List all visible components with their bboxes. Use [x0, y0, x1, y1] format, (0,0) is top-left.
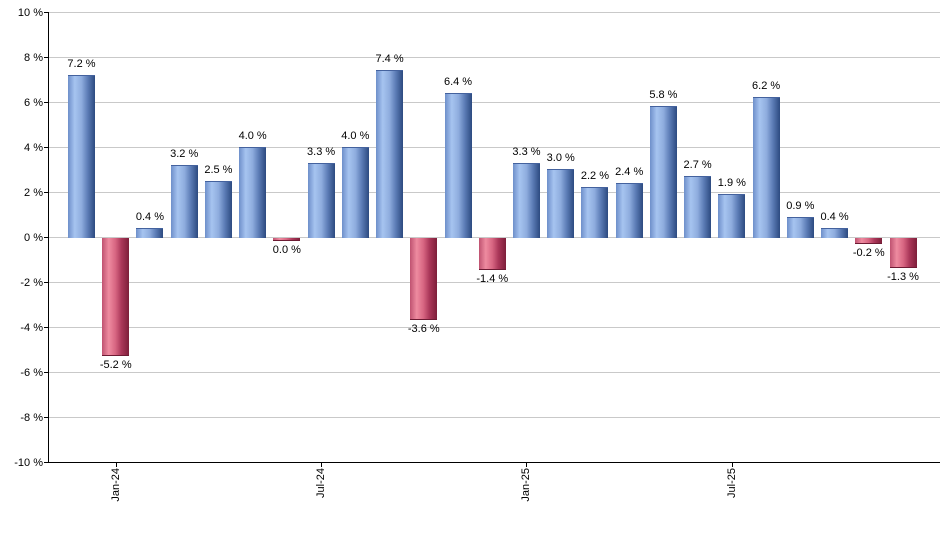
- y-axis-tick-label: -10 %: [14, 456, 43, 469]
- y-axis-tick: [44, 282, 48, 283]
- bar-value-label: -0.2 %: [852, 247, 885, 259]
- bar-aug-25[interactable]: [752, 97, 780, 238]
- bar-value-label: 4.0 %: [238, 130, 267, 142]
- gridline: [48, 102, 940, 103]
- bar-value-label: 6.2 %: [752, 80, 781, 92]
- bar-value-label: 7.4 %: [375, 53, 404, 65]
- x-axis-tick: [526, 462, 528, 467]
- bar-value-label: -1.3 %: [887, 271, 919, 283]
- bar-nov-24[interactable]: [444, 93, 472, 238]
- bar-dec-25[interactable]: [889, 238, 917, 268]
- bar-feb-24[interactable]: [136, 228, 164, 238]
- bar-jul-24[interactable]: [307, 163, 335, 238]
- y-axis-tick-label: -8 %: [20, 411, 43, 424]
- bar-value-label: 3.3 %: [512, 146, 541, 158]
- bar-dec-24[interactable]: [478, 238, 506, 270]
- gridline: [48, 237, 940, 238]
- bar-aug-24[interactable]: [341, 147, 369, 238]
- y-axis-tick: [44, 417, 48, 418]
- bar-sep-25[interactable]: [786, 217, 814, 238]
- bar-jan-25[interactable]: [512, 163, 540, 238]
- y-axis-tick-label: 0 %: [24, 231, 43, 244]
- gridline: [48, 192, 940, 193]
- y-axis-line: [48, 12, 49, 463]
- bar-mar-24[interactable]: [170, 165, 198, 238]
- bar-value-label: 5.8 %: [649, 89, 678, 101]
- bar-jul-25[interactable]: [718, 194, 746, 238]
- y-axis-tick-label: -2 %: [20, 276, 43, 289]
- bar-jun-25[interactable]: [684, 176, 712, 238]
- gridline: [48, 147, 940, 148]
- x-axis-tick: [115, 462, 117, 467]
- gridline: [48, 57, 940, 58]
- bar-apr-24[interactable]: [204, 181, 232, 238]
- y-axis-tick-label: -6 %: [20, 366, 43, 379]
- gridline: [48, 282, 940, 283]
- y-axis-tick-label: 2 %: [24, 186, 43, 199]
- bar-value-label: 3.2 %: [170, 148, 199, 160]
- bar-mar-25[interactable]: [581, 187, 609, 238]
- bar-apr-25[interactable]: [615, 183, 643, 238]
- y-axis-tick: [44, 57, 48, 58]
- bar-value-label: 2.5 %: [204, 164, 233, 176]
- bar-value-label: 0.4 %: [135, 211, 165, 223]
- bar-oct-25[interactable]: [821, 228, 849, 238]
- bar-dec-23[interactable]: [68, 75, 95, 238]
- x-axis-tick-label: Jan-25: [520, 468, 533, 502]
- gridline: [48, 417, 940, 418]
- gridline: [48, 372, 940, 373]
- bar-may-24[interactable]: [239, 147, 267, 238]
- x-axis-tick-label: Jul-25: [725, 468, 738, 498]
- gridline: [48, 327, 940, 328]
- bar-value-label: -1.4 %: [476, 273, 509, 285]
- x-axis-tick: [731, 462, 733, 467]
- x-axis-tick-label: Jul-24: [315, 468, 328, 498]
- gridline: [48, 12, 940, 13]
- y-axis-tick-label: 8 %: [24, 51, 43, 64]
- bar-value-label: -5.2 %: [99, 359, 132, 371]
- x-axis-tick-label: Jan-24: [109, 468, 122, 502]
- y-axis-tick: [44, 102, 48, 103]
- bar-value-label: 3.3 %: [307, 146, 336, 158]
- bar-sep-24[interactable]: [376, 70, 404, 238]
- y-axis-tick-label: 6 %: [24, 96, 43, 109]
- bar-value-label: 0.0 %: [272, 244, 301, 256]
- bar-value-label: 6.4 %: [443, 76, 473, 88]
- bar-value-label: 4.0 %: [341, 130, 370, 142]
- bar-value-label: 2.2 %: [580, 170, 610, 182]
- bar-oct-24[interactable]: [410, 238, 438, 320]
- x-axis-tick: [321, 462, 323, 467]
- y-axis-tick: [44, 12, 48, 13]
- y-axis-tick: [44, 327, 48, 328]
- y-axis-tick: [44, 147, 48, 148]
- bar-value-label: 0.4 %: [820, 211, 849, 223]
- bar-value-label: 0.9 %: [786, 200, 815, 212]
- bar-value-label: 2.4 %: [615, 166, 644, 178]
- y-axis-tick-label: -4 %: [20, 321, 43, 334]
- x-axis-line: [48, 462, 940, 463]
- y-axis-tick-label: 4 %: [24, 141, 43, 154]
- bar-jun-24[interactable]: [273, 238, 301, 241]
- bar-value-label: -3.6 %: [407, 323, 440, 335]
- bar-value-label: 7.2 %: [67, 58, 96, 70]
- bar-value-label: 1.9 %: [717, 177, 746, 189]
- y-axis-tick: [44, 372, 48, 373]
- bar-feb-25[interactable]: [547, 169, 575, 238]
- y-axis-tick-label: 10 %: [17, 6, 43, 19]
- y-axis-tick: [44, 192, 48, 193]
- bar-jan-24[interactable]: [102, 238, 130, 356]
- bar-may-25[interactable]: [649, 106, 677, 238]
- bar-value-label: 3.0 %: [546, 152, 575, 164]
- bar-value-label: 2.7 %: [683, 159, 712, 171]
- bar-nov-25[interactable]: [855, 238, 883, 244]
- y-axis-tick: [44, 237, 48, 238]
- y-axis-tick: [44, 462, 48, 463]
